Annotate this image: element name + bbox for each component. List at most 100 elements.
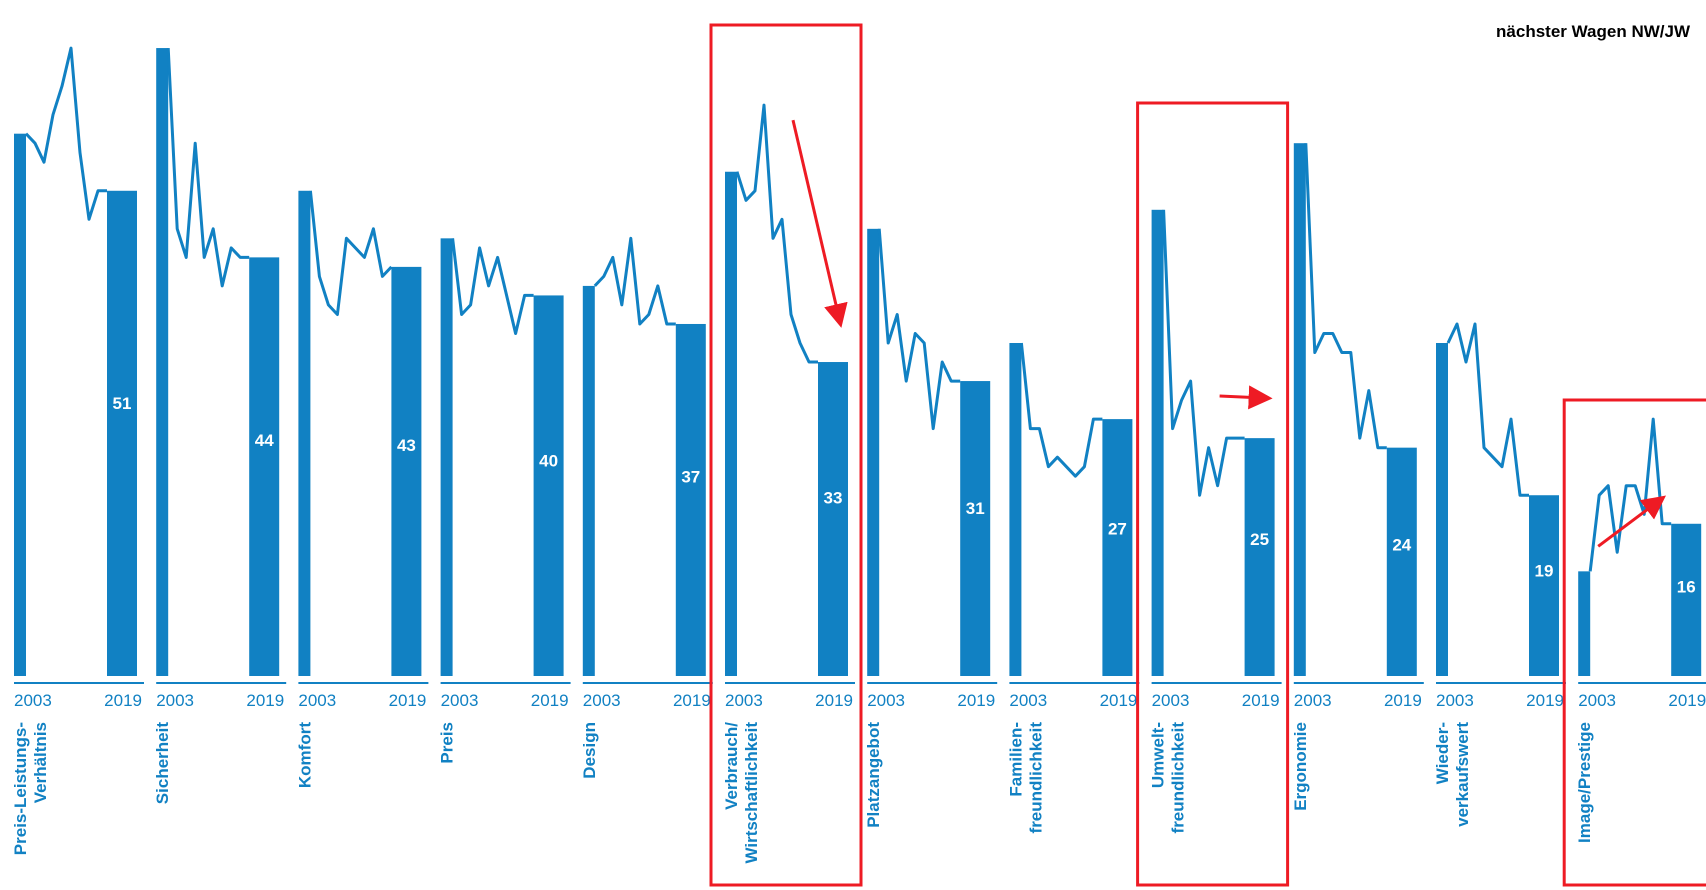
category-label-line: Verbrauch/ <box>722 722 741 810</box>
year-label-start: 2003 <box>867 691 905 710</box>
bar-2019 <box>1671 523 1702 676</box>
trend-line <box>735 103 818 364</box>
trend-line <box>877 228 961 431</box>
year-label-start: 2003 <box>1436 691 1474 710</box>
value-label-2019: 43 <box>397 436 416 455</box>
arrow-down-icon <box>791 119 848 328</box>
legend-label: nächster Wagen NW/JW <box>1496 22 1691 41</box>
year-label-start: 2003 <box>1152 691 1190 710</box>
bar-2019 <box>391 266 422 676</box>
chart-groups: 51 2003 2019 Preis-Leistungs-Verhältnis 44 20… <box>11 46 1706 864</box>
category-label-line: verkaufswert <box>1453 722 1472 827</box>
category-label-line: Platzangebot <box>864 722 883 828</box>
category-group: 19 2003 2019 Wieder-verkaufswert <box>1433 322 1566 827</box>
bar-2019 <box>249 257 280 676</box>
category-label-line: Preis-Leistungs- <box>11 722 30 855</box>
bar-2019 <box>675 323 706 676</box>
trend-line <box>308 190 393 316</box>
highlight-box <box>1562 398 1706 887</box>
category-label: Image/Prestige <box>1575 722 1594 843</box>
category-label: Sicherheit <box>153 722 172 805</box>
bar-2019 <box>1386 447 1417 676</box>
year-label-end: 2019 <box>1384 691 1422 710</box>
category-label: Preis-Leistungs-Verhältnis <box>11 722 50 855</box>
year-label-end: 2019 <box>1100 691 1138 710</box>
category-label-line: Image/Prestige <box>1575 722 1594 843</box>
category-label: Verbrauch/Wirtschaftlichkeit <box>722 722 761 864</box>
bar-2003 <box>867 228 880 677</box>
category-group: 43 2003 2019 Komfort <box>295 190 429 788</box>
year-label-start: 2003 <box>14 691 52 710</box>
bar-2019 <box>1244 438 1275 676</box>
bar-2003 <box>1578 571 1591 676</box>
highlight-box <box>709 23 863 887</box>
year-label-end: 2019 <box>1242 691 1280 710</box>
category-group: 44 2003 2019 Sicherheit <box>153 48 287 805</box>
year-label-end: 2019 <box>957 691 995 710</box>
category-group: 25 2003 2019 Umwelt-freundlichkeit <box>1149 209 1282 834</box>
category-group: 16 2003 2019 Image/Prestige <box>1575 417 1706 843</box>
trend-line <box>451 238 534 335</box>
category-label: Preis <box>438 722 457 764</box>
bar-2003 <box>1009 343 1022 676</box>
arrow-down-icon <box>1219 385 1273 410</box>
value-label-2019: 33 <box>824 488 843 507</box>
category-label-line: Design <box>580 722 599 779</box>
trend-line <box>166 48 250 288</box>
highlight-box <box>1136 101 1290 887</box>
year-label-start: 2003 <box>725 691 763 710</box>
trend-line <box>1304 143 1387 450</box>
value-label-2019: 16 <box>1677 577 1696 596</box>
category-label-line: Sicherheit <box>153 722 172 805</box>
value-label-2019: 24 <box>1392 535 1411 554</box>
category-label-line: Wirtschaftlichkeit <box>742 722 761 864</box>
bar-2019 <box>818 362 848 676</box>
bar-2003 <box>1436 343 1448 676</box>
value-label-2019: 25 <box>1250 530 1269 549</box>
category-label-line: Familien- <box>1006 722 1025 797</box>
category-label-line: Verhältnis <box>31 722 50 803</box>
year-label-end: 2019 <box>531 691 569 710</box>
bar-2003 <box>725 171 737 676</box>
value-label-2019: 31 <box>966 499 985 518</box>
value-label-2019: 44 <box>255 431 274 450</box>
trend-line <box>1162 209 1245 497</box>
year-label-start: 2003 <box>1578 691 1616 710</box>
year-label-end: 2019 <box>815 691 853 710</box>
bar-2003 <box>14 133 26 676</box>
bar-2019 <box>107 190 137 676</box>
trend-line <box>1446 322 1529 497</box>
bar-2019 <box>533 295 564 676</box>
year-label-start: 2003 <box>583 691 621 710</box>
category-label: Design <box>580 722 599 779</box>
category-group: 27 2003 2019 Familien-freundlichkeit <box>1006 342 1140 834</box>
trend-line <box>24 46 107 221</box>
value-label-2019: 51 <box>113 394 132 413</box>
category-group: 40 2003 2019 Preis <box>438 238 571 764</box>
category-label-line: freundlichkeit <box>1169 722 1188 834</box>
bar-2019 <box>1102 419 1133 676</box>
year-label-start: 2003 <box>298 691 336 710</box>
trend-line <box>1588 417 1672 572</box>
category-group: 33 2003 2019 Verbrauch/Wirtschaftlichkeit <box>722 103 855 864</box>
category-label: Umwelt-freundlichkeit <box>1149 722 1188 834</box>
arrow-up-icon <box>1597 495 1667 548</box>
category-label: Wieder-verkaufswert <box>1433 722 1472 827</box>
category-label-line: Umwelt- <box>1149 722 1168 788</box>
category-label-line: Wieder- <box>1433 722 1452 784</box>
value-label-2019: 37 <box>681 467 700 486</box>
year-label-end: 2019 <box>104 691 142 710</box>
year-label-end: 2019 <box>673 691 711 710</box>
bar-2003 <box>298 190 311 676</box>
year-label-end: 2019 <box>1526 691 1564 710</box>
category-group: 51 2003 2019 Preis-Leistungs-Verhältnis <box>11 46 144 855</box>
bar-2003 <box>582 285 595 676</box>
year-label-start: 2003 <box>156 691 194 710</box>
year-label-end: 2019 <box>389 691 427 710</box>
category-label: Familien-freundlichkeit <box>1006 722 1045 834</box>
value-label-2019: 27 <box>1108 520 1127 539</box>
category-group: 37 2003 2019 Design <box>580 236 713 779</box>
value-label-2019: 19 <box>1535 562 1554 581</box>
year-label-start: 2003 <box>441 691 479 710</box>
